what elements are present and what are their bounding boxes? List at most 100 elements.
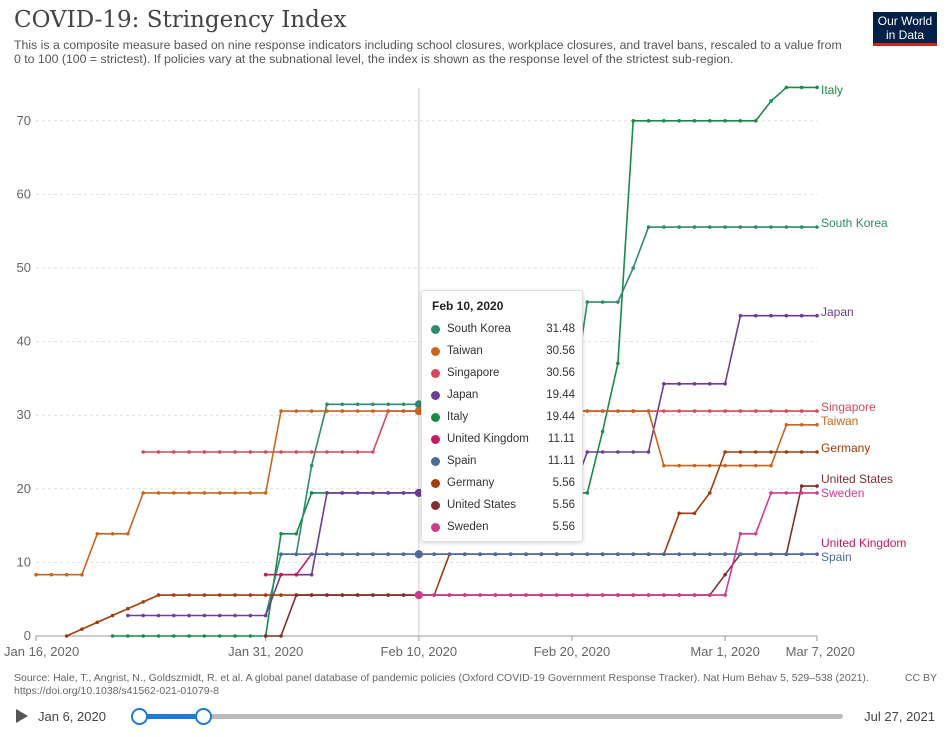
tooltip-series-name: Singapore [447,367,500,379]
data-point [309,572,314,577]
x-tick-label: Jan 16, 2020 [4,644,79,659]
tooltip-series-value: 19.44 [546,411,575,423]
data-point [110,531,115,536]
tooltip-series-name: Sweden [447,521,489,533]
tooltip-color-dot [431,347,440,356]
data-point [340,552,345,557]
data-point [799,422,804,427]
tooltip-series-name: Italy [447,411,469,423]
data-point [738,463,743,468]
data-point [692,409,697,413]
license-label[interactable]: CC BY [904,672,937,684]
data-point [723,572,727,577]
data-point [355,409,360,413]
data-point [355,491,360,495]
timeline-start-handle[interactable] [131,708,148,725]
data-point [141,613,145,618]
timeline-start-label: Jan 6, 2020 [38,709,106,724]
data-point [677,225,681,229]
data-point [340,402,345,407]
tooltip-series-name: Spain [447,455,477,467]
data-point [539,593,544,597]
data-point [631,266,636,270]
data-point [355,402,360,407]
tooltip-series-name: South Korea [447,323,511,335]
y-tick-label: 50 [17,260,31,275]
data-point [585,593,590,597]
data-point [585,552,590,557]
tooltip-series-value: 30.56 [546,345,575,357]
data-point [631,119,636,123]
data-point [662,552,666,557]
data-point [662,225,666,229]
tooltip-series-value: 5.56 [552,521,575,533]
data-point [478,593,482,597]
data-point [447,552,452,557]
tooltip-series-name: United Kingdom [447,433,529,445]
data-point [187,634,191,638]
tooltip-series-name: United States [447,499,517,511]
data-point [80,572,84,577]
hover-point [414,550,423,559]
data-point [692,225,697,229]
data-point [677,409,681,413]
data-point [524,593,528,597]
timeline-track[interactable] [133,714,843,719]
tooltip-color-dot [431,413,440,422]
data-point [217,593,222,597]
timeline-control: Jan 6, 2020 Jul 27, 2021 [0,702,951,732]
data-point [248,450,253,454]
data-point [662,119,666,123]
play-icon[interactable] [16,709,28,723]
timeline-end-handle[interactable] [195,708,212,725]
data-point [799,484,804,488]
data-point [49,572,54,577]
y-tick-label: 20 [17,481,31,496]
data-point [340,450,345,454]
data-point [233,634,237,638]
data-point [309,409,314,413]
data-point [294,593,299,597]
data-point [340,409,345,413]
tooltip-series-name: Japan [447,389,479,401]
tooltip-row: Singapore 30.56 [422,365,582,383]
data-point [401,593,406,597]
data-point [692,511,697,516]
data-point [172,634,176,638]
data-point [187,491,191,495]
data-point [646,552,651,557]
owid-logo[interactable]: Our World in Data [873,12,937,46]
data-point [447,593,452,597]
hover-point [414,407,423,416]
data-point [600,409,605,413]
data-point [64,634,69,638]
data-point [294,450,299,454]
data-point [371,593,375,597]
data-point [723,409,727,413]
data-point [723,225,727,229]
data-point [738,119,743,123]
data-point [784,552,789,557]
data-point [95,531,100,536]
data-point [355,552,360,557]
data-point [248,593,253,597]
data-point [462,552,467,557]
data-point [708,552,712,557]
data-point [508,552,513,557]
data-point [233,491,237,495]
data-point [279,634,283,638]
data-point [753,531,758,536]
data-point [815,409,819,413]
tooltip-series-name: Taiwan [447,345,483,357]
stringency-line-chart[interactable]: 0 10 20 30 40 50 60 70 Jan 16, 2020 Jan 31, 2020 F… [0,0,951,670]
data-point [126,531,130,536]
data-point [815,85,819,90]
data-point [570,552,574,557]
tooltip-row: Spain 11.11 [422,453,582,471]
data-point [294,552,299,557]
data-point [187,593,191,597]
data-point [631,409,636,413]
source-note: Source: Hale, T., Angrist, N., Goldszmid… [14,672,869,697]
data-point [769,313,773,318]
data-point [723,119,727,123]
